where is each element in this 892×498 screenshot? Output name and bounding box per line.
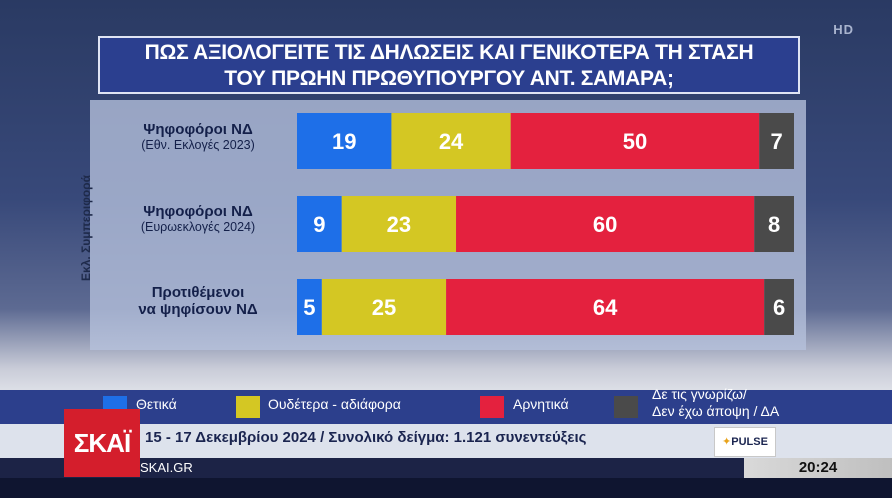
bar-value-label-row1-series3: 50 bbox=[623, 129, 647, 154]
bar-segment-row3-series2 bbox=[321, 279, 447, 335]
bar-segment-row3-series1 bbox=[297, 279, 322, 335]
bar-value-label-row3-series4: 6 bbox=[773, 295, 785, 320]
bar-segment-row3-series3 bbox=[446, 279, 765, 335]
channel-logo: ΣΚΑΪ bbox=[64, 409, 140, 477]
bar-segment-row1-series4 bbox=[759, 113, 794, 169]
legend-label-dk: Δε τις γνωρίζω/ Δεν έχω άποψη / ΔΑ bbox=[652, 386, 779, 420]
bar-segment-row2-series4 bbox=[754, 196, 794, 252]
chart-title-line2: ΤΟΥ ΠΡΩΗΝ ΠΡΩΘΥΠΟΥΡΓΟΥ ΑΝΤ. ΣΑΜΑΡΑ; bbox=[224, 67, 674, 90]
row-label-2-line2: (Ευρωεκλογές 2024) bbox=[140, 220, 256, 234]
bar-segment-row3-series4 bbox=[764, 279, 794, 335]
bar-segment-row2-series3 bbox=[456, 196, 755, 252]
legend-label-negative: Αρνητικά bbox=[513, 396, 569, 412]
legend-swatch-neutral bbox=[236, 396, 260, 418]
legend-label-dk-line2: Δεν έχω άποψη / ΔΑ bbox=[652, 403, 780, 419]
bar-value-label-row1-series1: 19 bbox=[332, 129, 356, 154]
ticker-text: 15 - 17 Δεκεμβρίου 2024 / Συνολικό δείγμ… bbox=[145, 429, 587, 446]
row-label-3-line2: να ψηφίσουν ΝΔ bbox=[138, 301, 258, 318]
row-label-2: Ψηφοφόροι ΝΔ (Ευρωεκλογές 2024) bbox=[110, 203, 286, 234]
chart-title: ΠΩΣ ΑΞΙΟΛΟΓΕΙΤΕ ΤΙΣ ΔΗΛΩΣΕΙΣ ΚΑΙ ΓΕΝΙΚΟΤ… bbox=[98, 36, 800, 94]
row-label-3-line1: Προτιθέμενοι bbox=[151, 284, 245, 301]
ticker-bar: 15 - 17 Δεκεμβρίου 2024 / Συνολικό δείγμ… bbox=[0, 424, 892, 458]
bar-segment-row2-series1 bbox=[297, 196, 342, 252]
bottom-strip bbox=[0, 478, 892, 498]
chart-title-line1: ΠΩΣ ΑΞΙΟΛΟΓΕΙΤΕ ΤΙΣ ΔΗΛΩΣΕΙΣ ΚΑΙ ΓΕΝΙΚΟΤ… bbox=[144, 41, 754, 64]
bar-value-label-row2-series1: 9 bbox=[313, 212, 325, 237]
legend-swatch-negative bbox=[480, 396, 504, 418]
row-label-2-line1: Ψηφοφόροι ΝΔ bbox=[143, 203, 253, 220]
bar-value-label-row3-series2: 25 bbox=[372, 295, 396, 320]
legend-label-dk-line1: Δε τις γνωρίζω/ bbox=[652, 386, 747, 402]
bar-segment-row1-series2 bbox=[391, 113, 511, 169]
hd-badge: HD bbox=[833, 22, 854, 37]
legend-label-positive: Θετικά bbox=[136, 396, 177, 412]
bar-segment-row2-series2 bbox=[341, 196, 457, 252]
clock: 20:24 bbox=[744, 458, 892, 478]
row-label-1: Ψηφοφόροι ΝΔ (Εθν. Εκλογές 2023) bbox=[110, 121, 286, 152]
bar-segment-row1-series3 bbox=[510, 113, 760, 169]
bar-value-label-row2-series2: 23 bbox=[387, 212, 411, 237]
row-label-3: Προτιθέμενοι να ψηφίσουν ΝΔ bbox=[110, 284, 286, 318]
pulse-logo: ✦PULSE bbox=[714, 427, 776, 457]
site-url: SKAI.GR bbox=[140, 460, 193, 475]
bar-segment-row1-series1 bbox=[297, 113, 392, 169]
bar-value-label-row3-series3: 64 bbox=[593, 295, 618, 320]
row-label-1-line2: (Εθν. Εκλογές 2023) bbox=[141, 138, 255, 152]
pulse-logo-text: PULSE bbox=[731, 436, 768, 448]
bar-value-label-row2-series4: 8 bbox=[768, 212, 780, 237]
bar-value-label-row1-series2: 24 bbox=[439, 129, 464, 154]
legend-label-neutral: Ουδέτερα - αδιάφορα bbox=[268, 396, 401, 412]
bar-value-label-row2-series3: 60 bbox=[593, 212, 617, 237]
bar-value-label-row3-series1: 5 bbox=[303, 295, 315, 320]
row-label-1-line1: Ψηφοφόροι ΝΔ bbox=[143, 121, 253, 138]
bar-value-label-row1-series4: 7 bbox=[770, 129, 782, 154]
bottom-bar: SKAI.GR 20:24 bbox=[0, 458, 892, 478]
legend-swatch-dk bbox=[614, 396, 638, 418]
